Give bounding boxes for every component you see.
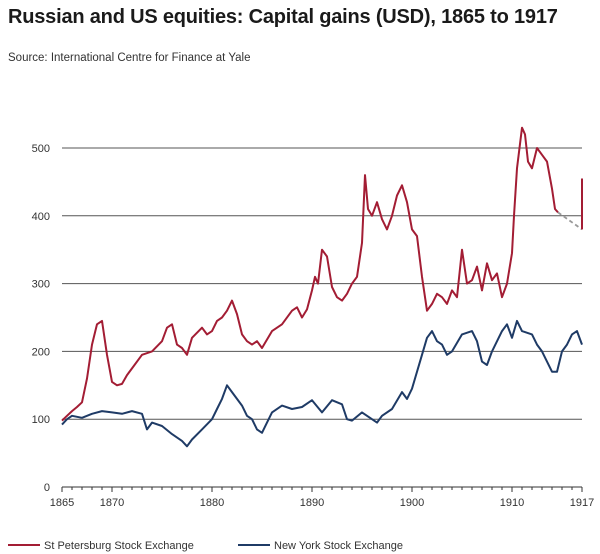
y-tick-label-300: 300	[32, 279, 50, 291]
x-tick-label-1890: 1890	[300, 497, 324, 509]
chart-title: Russian and US equities: Capital gains (…	[8, 6, 558, 28]
legend-label-us: New York Stock Exchange	[274, 540, 403, 552]
x-tick-label-1870: 1870	[100, 497, 124, 509]
x-tick-label-1917: 1917	[570, 497, 594, 509]
y-tick-label-400: 400	[32, 211, 50, 223]
series-line-russia-dashed	[557, 211, 583, 231]
series-line-st-petersburg	[61, 126, 559, 422]
x-tick-label-1900: 1900	[400, 497, 424, 509]
series-line-new-york	[61, 319, 583, 448]
x-tick-label-1910: 1910	[500, 497, 524, 509]
y-tick-label-100: 100	[32, 414, 50, 426]
x-tick-label-1880: 1880	[200, 497, 224, 509]
y-tick-label-0: 0	[44, 482, 50, 494]
legend-label-russia: St Petersburg Stock Exchange	[44, 540, 194, 552]
x-tick-label-1865: 1865	[50, 497, 74, 509]
chart-subtitle: Source: International Centre for Finance…	[8, 52, 251, 64]
y-tick-label-500: 500	[32, 143, 50, 155]
y-tick-label-200: 200	[32, 346, 50, 358]
